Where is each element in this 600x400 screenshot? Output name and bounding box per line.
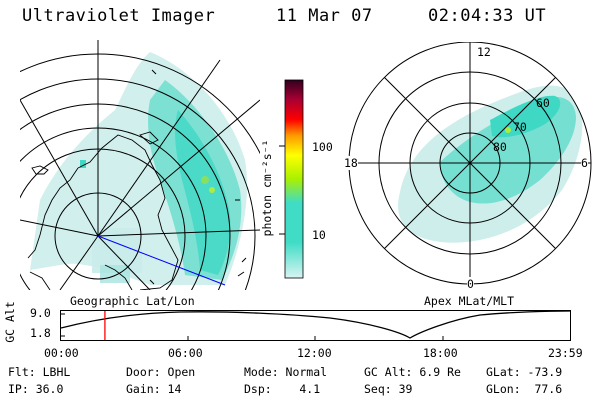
mlat-label-80: 80: [493, 140, 507, 154]
apex-mlt-lines: [349, 42, 591, 284]
altitude-ylabel: GC Alt: [3, 301, 17, 343]
apex-panel-label: Apex MLat/MLT: [424, 294, 515, 308]
time-label: 02:04:33 UT: [428, 6, 547, 26]
mlat-label-60: 60: [536, 96, 550, 110]
altitude-xtick-0600: 06:00: [168, 346, 203, 360]
altitude-plot-frame: [60, 310, 571, 341]
instrument-title: Ultraviolet Imager: [22, 6, 216, 26]
antarctica-coastline: [27, 131, 179, 290]
meta-door: Door: Open: [126, 365, 196, 379]
altitude-xtick-1800: 18:00: [423, 346, 458, 360]
colorbar-tick-label-10: 10: [312, 228, 326, 242]
altitude-ytick-high: 9.0: [30, 306, 51, 320]
mlt-label-12: 12: [477, 45, 491, 59]
meta-gain: Gain: 14: [126, 382, 182, 396]
altitude-plot: [60, 310, 571, 341]
ground-track-line: [97, 235, 226, 286]
meta-gc-alt: GC Alt: 6.9 Re: [364, 365, 461, 379]
meta-glat: GLat: -73.9: [486, 365, 563, 379]
altitude-xtick-0000: 00:00: [44, 346, 79, 360]
date-label: 11 Mar 07: [276, 6, 373, 26]
geographic-map: [20, 40, 260, 290]
altitude-ytick-low: 1.8: [30, 326, 51, 340]
geo-panel-label: Geographic Lat/Lon: [70, 294, 195, 308]
colorbar-unit-label: photon cm⁻²s⁻¹: [260, 139, 274, 237]
apex-aurora-emission: [398, 85, 583, 243]
altitude-xticks: [187, 336, 444, 341]
colorbar-tick-label-100: 100: [312, 140, 333, 154]
mlat-label-70: 70: [513, 120, 527, 134]
meta-filter: Flt: LBHL: [8, 365, 71, 379]
meta-seq: Seq: 39: [364, 382, 413, 396]
altitude-xtick-1200: 12:00: [297, 346, 332, 360]
colorbar-gradient: [284, 79, 304, 279]
geo-edge-ticks: [149, 69, 247, 285]
mlt-label-0: 0: [467, 277, 474, 291]
altitude-xtick-2359: 23:59: [548, 346, 583, 360]
mlt-label-6: 6: [581, 156, 588, 170]
apex-polar-plot: [348, 42, 592, 285]
colorbar: [279, 79, 304, 279]
meta-dsp: Dsp: 4.1: [244, 382, 321, 396]
meta-mode: Mode: Normal: [244, 365, 328, 379]
mlt-label-18: 18: [344, 156, 358, 170]
altitude-curve: [60, 310, 571, 339]
meta-ip: IP: 36.0: [8, 382, 64, 396]
meta-glon: GLon: 77.6: [486, 382, 563, 396]
geo-longitude-lines: [20, 40, 260, 290]
altitude-yticks: [60, 313, 65, 337]
